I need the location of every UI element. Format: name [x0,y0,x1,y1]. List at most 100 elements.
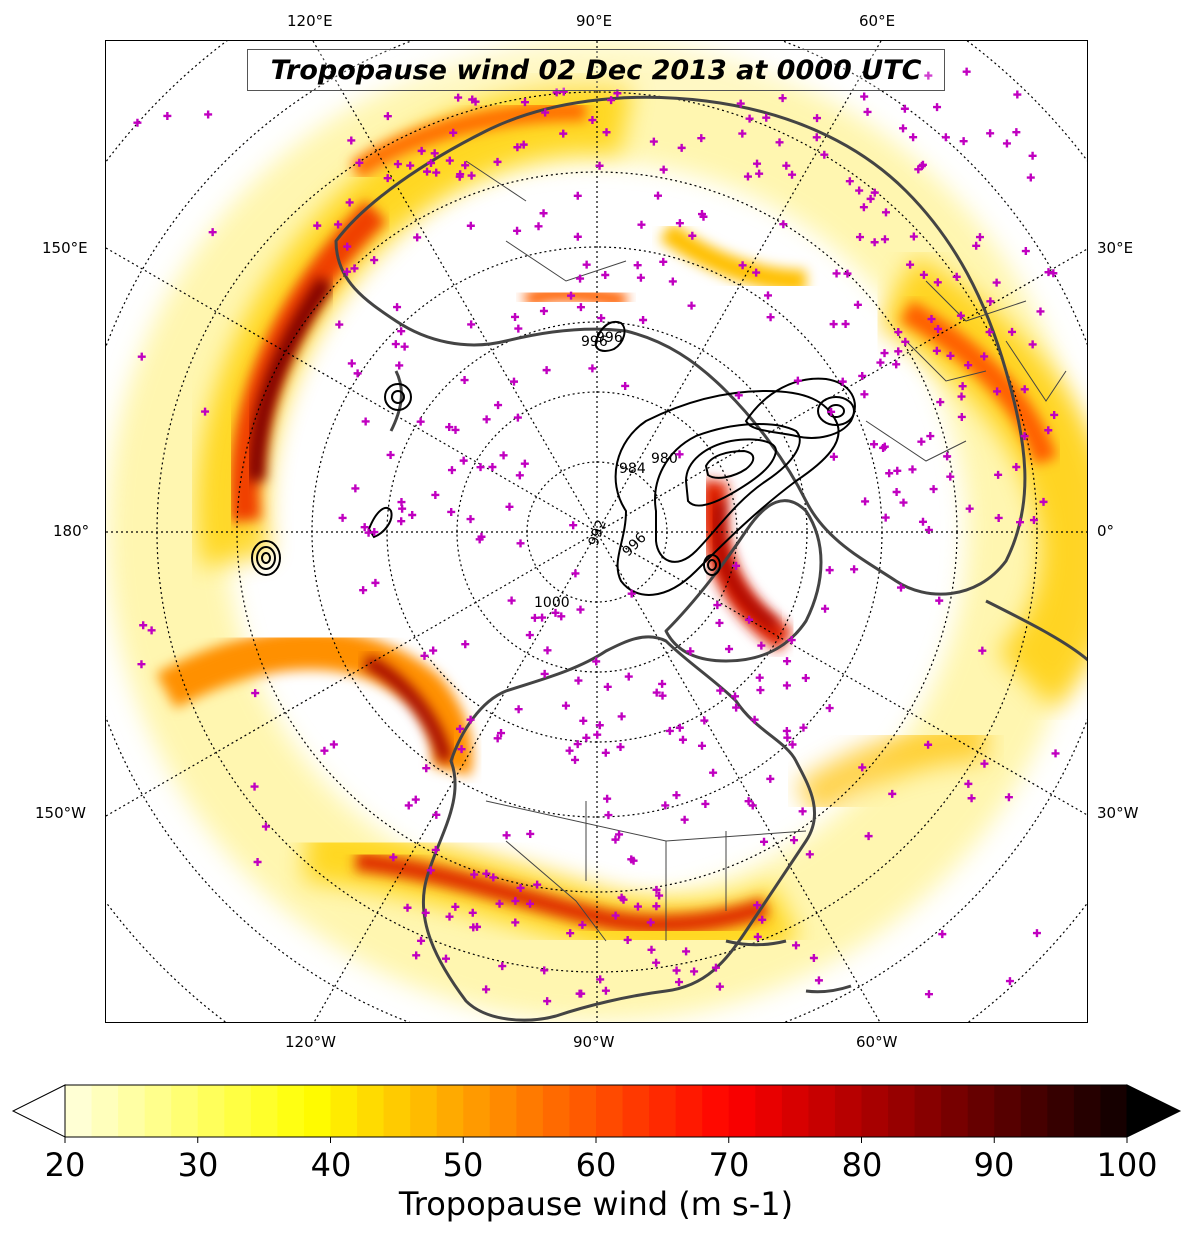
station-marker [820,150,829,159]
station-marker [497,729,506,738]
station-marker [687,301,696,310]
station-marker [539,209,548,218]
colorbar-tick-labels: 20 30 40 50 60 70 80 90 100 [0,1146,1192,1186]
station-marker [403,903,412,912]
station-marker [732,703,741,712]
station-marker [782,726,791,735]
station-marker [422,764,431,773]
station-marker [901,337,910,346]
station-marker [482,985,491,994]
station-marker [397,517,406,526]
station-marker [595,721,604,730]
station-marker [250,782,259,791]
station-marker [659,165,668,174]
colorbar-tick: 100 [1096,1146,1158,1184]
station-marker [753,901,762,910]
contour-label: 992 [586,518,610,549]
station-marker [814,976,823,985]
station-marker [335,320,344,329]
station-marker [431,490,440,499]
station-marker [389,853,398,862]
station-marker [355,158,364,167]
station-marker [900,104,909,113]
station-marker [787,636,796,645]
station-marker [870,188,879,197]
station-marker [894,347,903,356]
colorbar-cell [888,1085,916,1137]
colorbar-cell [861,1085,889,1137]
contour-label: 984 [619,461,646,477]
colorbar-cell [303,1085,332,1137]
station-marker [615,830,624,839]
colorbar-tick: 80 [841,1146,883,1184]
station-marker [543,997,552,1006]
coastlines [334,95,1087,1022]
station-marker [1028,340,1037,349]
colorbar-cell [649,1085,677,1137]
station-marker [621,381,630,390]
station-marker [933,278,942,287]
station-marker [697,741,706,750]
colorbar-cell [330,1085,358,1137]
station-marker [459,456,468,465]
station-marker [677,143,686,152]
station-marker [932,346,941,355]
station-marker [899,124,908,133]
lon-label-180: 180° [53,522,90,540]
station-marker [559,87,568,96]
station-marker [601,986,610,995]
station-marker [468,908,477,917]
station-marker [782,161,791,170]
station-marker [542,366,551,375]
station-marker [738,261,747,270]
colorbar-cell [1100,1085,1128,1137]
station-marker [866,194,875,203]
station-marker [432,168,441,177]
station-marker [343,242,352,251]
station-marker [393,303,402,312]
station-marker [397,327,406,336]
station-marker [342,267,351,276]
station-marker [675,450,684,459]
station-marker [946,472,955,481]
station-marker [505,502,514,511]
colorbar-cell [1073,1085,1102,1137]
colorbar-tick: 30 [177,1146,219,1184]
station-marker [601,271,610,280]
colorbar-cell [144,1085,172,1137]
station-marker [654,191,662,200]
station-marker [661,801,670,810]
station-marker [582,260,591,269]
station-marker [734,391,743,400]
station-marker [494,401,503,410]
colorbar-cell [516,1085,544,1137]
map-title: Tropopause wind 02 Dec 2013 at 0000 UTC [247,49,945,91]
station-marker [864,832,873,841]
station-marker [918,517,927,526]
station-marker [541,108,550,117]
station-marker [750,715,759,724]
station-marker [986,297,995,306]
station-marker [498,962,507,971]
station-marker [445,423,454,432]
station-marker [571,569,580,578]
station-marker [805,850,814,859]
station-marker [359,586,368,595]
colorbar-cell [542,1085,571,1137]
station-marker [933,103,942,112]
station-marker [147,626,156,635]
station-marker [516,539,525,548]
station-marker [329,740,338,749]
station-marker [451,902,460,911]
station-marker [1036,307,1045,316]
station-marker [783,657,792,666]
station-marker [986,129,995,138]
station-marker [935,596,944,605]
station-marker [672,791,681,800]
station-marker [918,160,927,169]
contour-labels: 996 992 996 984 980 1000 996 [534,330,678,611]
station-marker [757,641,766,650]
station-marker [624,672,633,681]
station-marker [861,497,870,506]
station-marker [408,511,417,520]
